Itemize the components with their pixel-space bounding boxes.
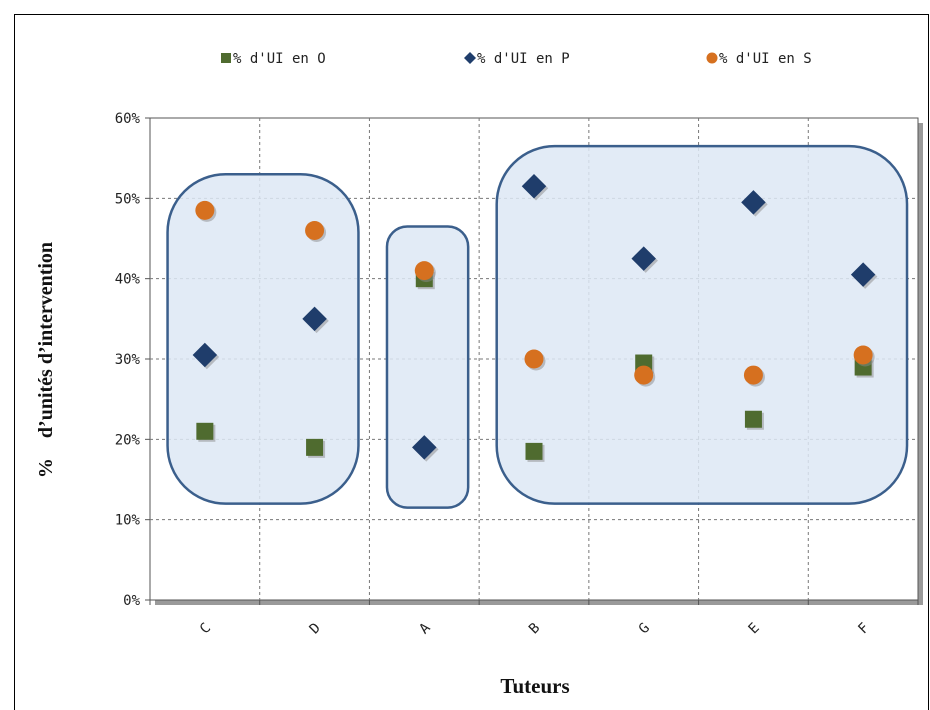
y-tick-label: 30%: [115, 352, 141, 368]
point-p: [302, 306, 327, 332]
legend-square-icon: [221, 53, 231, 63]
point-p: [631, 246, 656, 271]
point-p: [412, 435, 437, 460]
point-s: [743, 365, 763, 385]
x-tick-label: A: [416, 620, 434, 638]
x-tick-label: G: [636, 620, 653, 637]
legend-item: % d'UI en O: [221, 51, 326, 67]
point-p: [741, 190, 766, 215]
point-s: [634, 365, 654, 385]
point-s: [195, 200, 215, 220]
x-tick-label: E: [745, 620, 762, 637]
data-points: [192, 174, 878, 462]
x-tick-label: C: [197, 620, 214, 637]
x-tick-label: B: [526, 620, 543, 637]
point-o: [525, 442, 543, 460]
legend-label: % d'UI en S: [719, 51, 812, 67]
point-p: [192, 342, 218, 368]
group-box: [385, 225, 470, 509]
y-tick-label: 60%: [115, 111, 141, 127]
legend-diamond-icon: [464, 52, 476, 64]
y-tick-label: 10%: [115, 513, 141, 529]
point-s: [305, 220, 325, 240]
legend-label: % d'UI en O: [233, 51, 326, 67]
y-tick-label: 40%: [115, 272, 141, 288]
point-o: [196, 422, 214, 440]
legend-label: % d'UI en P: [477, 51, 570, 67]
point-o: [744, 410, 762, 428]
point-s: [414, 261, 434, 281]
legend-circle-icon: [706, 52, 718, 64]
legend-item: % d'UI en P: [464, 51, 570, 67]
y-tick-label: 0%: [123, 593, 140, 609]
y-axis-label: % d’unités d’intervention: [35, 242, 57, 478]
group-boxes: [166, 144, 909, 509]
x-tick-label: D: [307, 620, 324, 637]
group-box: [166, 172, 360, 505]
point-s: [524, 349, 544, 369]
y-axis-ticks: 0% 10% 20% 30% 40% 50% 60%: [115, 111, 150, 609]
y-tick-label: 20%: [115, 432, 141, 448]
point-p: [850, 262, 876, 287]
x-axis-label: Tuteurs: [500, 674, 569, 698]
point-o: [306, 438, 324, 456]
legend-item: % d'UI en S: [706, 51, 812, 67]
point-p: [521, 174, 547, 199]
point-s: [853, 345, 873, 365]
legend: % d'UI en O % d'UI en P % d'UI en S: [221, 51, 812, 67]
group-box: [495, 144, 909, 505]
x-tick-label: F: [855, 620, 872, 637]
y-tick-label: 50%: [115, 191, 141, 207]
